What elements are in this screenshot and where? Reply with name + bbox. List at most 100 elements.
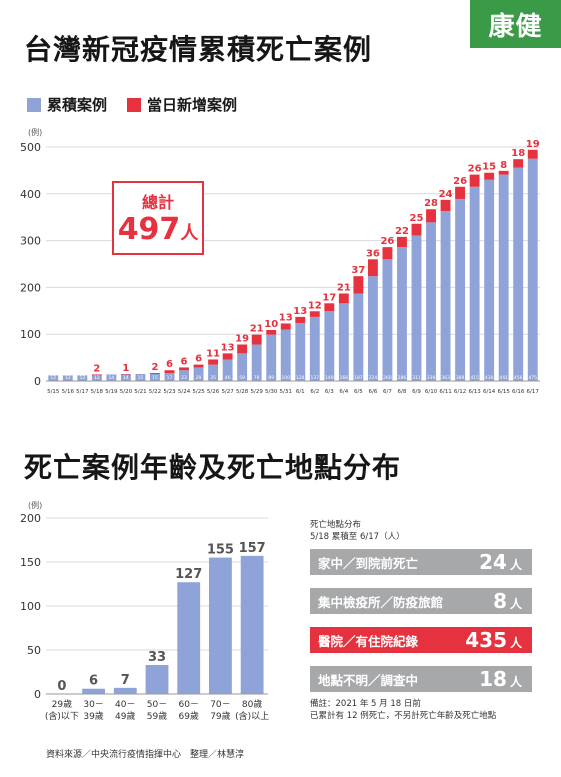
cumulative-value-label: 363: [441, 375, 450, 381]
cumulative-value-label: 166: [340, 375, 349, 381]
legend-item-cumulative: 累積案例: [27, 94, 107, 115]
daily-value-label: 18: [511, 148, 525, 159]
bar-daily: [222, 353, 233, 360]
bar-cumulative: [266, 334, 277, 381]
location-title: 死亡地點分布 5/18 累積至 6/17（人）: [310, 519, 405, 543]
bar-daily: [324, 303, 335, 312]
x-tick-label: 30－: [83, 700, 103, 710]
bar-daily: [295, 316, 306, 323]
age-value-label: 33: [148, 650, 166, 665]
bar-daily: [338, 293, 349, 304]
x-tick-label: 6/13: [468, 389, 481, 395]
y-tick-label: 300: [20, 235, 41, 248]
bar-daily: [251, 334, 262, 345]
cumulative-value-label: 415: [470, 375, 479, 381]
brand-logo: 康健: [470, 0, 561, 48]
bar-daily: [498, 170, 509, 175]
total-unit: 人: [180, 223, 199, 244]
cumulative-value-label: 14: [123, 375, 129, 381]
cumulative-value-label: 124: [296, 375, 305, 381]
daily-value-label: 1: [122, 363, 129, 374]
x-tick-label: 79歲: [210, 710, 230, 722]
bar-cumulative: [193, 367, 204, 381]
total-label: 總計: [141, 193, 174, 212]
cumulative-value-label: 475: [528, 375, 537, 381]
cumulative-value-label: 311: [412, 375, 421, 381]
cumulative-value-label: 12: [79, 375, 85, 381]
cumulative-value-label: 286: [398, 375, 407, 381]
bar-daily: [91, 374, 102, 376]
cumulative-value-label: 59: [239, 375, 245, 381]
age-bar: [177, 582, 201, 694]
cumulative-deaths-chart: (例)0100200300400500125/15125/16125/17122…: [20, 127, 540, 395]
bar-daily: [513, 159, 524, 168]
daily-value-label: 19: [526, 139, 540, 150]
y-axis-label: (例): [28, 500, 42, 510]
bar-cumulative: [77, 375, 88, 381]
location-value: 18 人: [479, 667, 522, 691]
cumulative-value-label: 137: [310, 375, 319, 381]
legend-item-daily: 當日新增案例: [127, 94, 237, 115]
bar-daily: [179, 367, 189, 371]
cumulative-value-label: 187: [354, 375, 363, 381]
bar-daily: [353, 276, 364, 294]
age-value-label: 155: [207, 543, 234, 558]
x-tick-label: 40－: [115, 700, 135, 710]
bar-cumulative: [164, 373, 175, 381]
bar-daily: [455, 186, 466, 199]
total-number: 497: [117, 212, 181, 247]
bar-cumulative: [338, 303, 349, 381]
age-distribution-chart: (例) 0 50 100 150 200 0 29歲(含)以下 6 30－39歲 7 40－49歲 33…: [20, 500, 269, 722]
bar-daily: [193, 364, 204, 368]
age-bar: [209, 557, 232, 694]
daily-value-label: 22: [395, 226, 409, 237]
cumulative-value-label: 12: [65, 375, 71, 381]
daily-value-label: 10: [264, 319, 278, 330]
x-tick-label: 5/15: [47, 389, 60, 395]
location-title-line2: 5/18 累積至 6/17（人）: [310, 532, 405, 542]
bar-cumulative: [135, 373, 146, 381]
x-tick-label: 6/7: [383, 389, 392, 395]
bar-cumulative: [498, 174, 509, 381]
daily-value-label: 37: [351, 265, 365, 276]
bar-cumulative: [484, 179, 495, 381]
bar-cumulative: [309, 316, 320, 381]
cumulative-value-label: 430: [485, 375, 494, 381]
bar-cumulative: [106, 374, 117, 381]
age-value-label: 0: [57, 679, 66, 694]
bar-cumulative: [324, 311, 335, 381]
cumulative-value-label: 456: [514, 375, 523, 381]
cumulative-value-label: 35: [210, 375, 216, 381]
x-tick-label: 69歲: [178, 710, 198, 722]
daily-value-label: 8: [500, 160, 507, 171]
x-tick-label: (含)以上: [235, 710, 269, 722]
note-line2: 已累計有 12 例死亡，不另計死亡年齡及死亡地點: [310, 711, 497, 721]
daily-value-label: 24: [439, 189, 453, 200]
x-tick-label: 5/31: [280, 389, 292, 395]
x-tick-label: 6/3: [325, 389, 334, 395]
daily-value-label: 26: [453, 176, 467, 187]
cumulative-value-label: 15: [138, 375, 144, 381]
bar-cumulative: [397, 247, 407, 381]
age-bar: [82, 688, 105, 694]
daily-value-label: 36: [366, 248, 380, 259]
y-tick-label: 200: [20, 281, 41, 294]
bar-cumulative: [469, 186, 480, 381]
bar-daily: [164, 370, 175, 374]
age-bar: [240, 555, 264, 694]
daily-value-label: 13: [221, 342, 235, 353]
y-tick-label: 100: [20, 328, 41, 341]
bar-cumulative: [295, 322, 306, 381]
bar-cumulative: [237, 353, 248, 381]
daily-value-label: 13: [293, 306, 307, 317]
location-row-home: 家中／到院前死亡 24 人: [310, 549, 532, 575]
bar-cumulative: [411, 235, 422, 381]
daily-value-label: 6: [181, 356, 188, 367]
bar-cumulative: [150, 373, 160, 381]
x-tick-label: 80歲: [242, 698, 262, 710]
bar-cumulative: [367, 276, 378, 381]
x-tick-label: 6/12: [454, 389, 466, 395]
legend-swatch-daily: [127, 97, 142, 112]
bar-daily: [367, 259, 378, 277]
y-tick-label: 0: [34, 375, 41, 388]
